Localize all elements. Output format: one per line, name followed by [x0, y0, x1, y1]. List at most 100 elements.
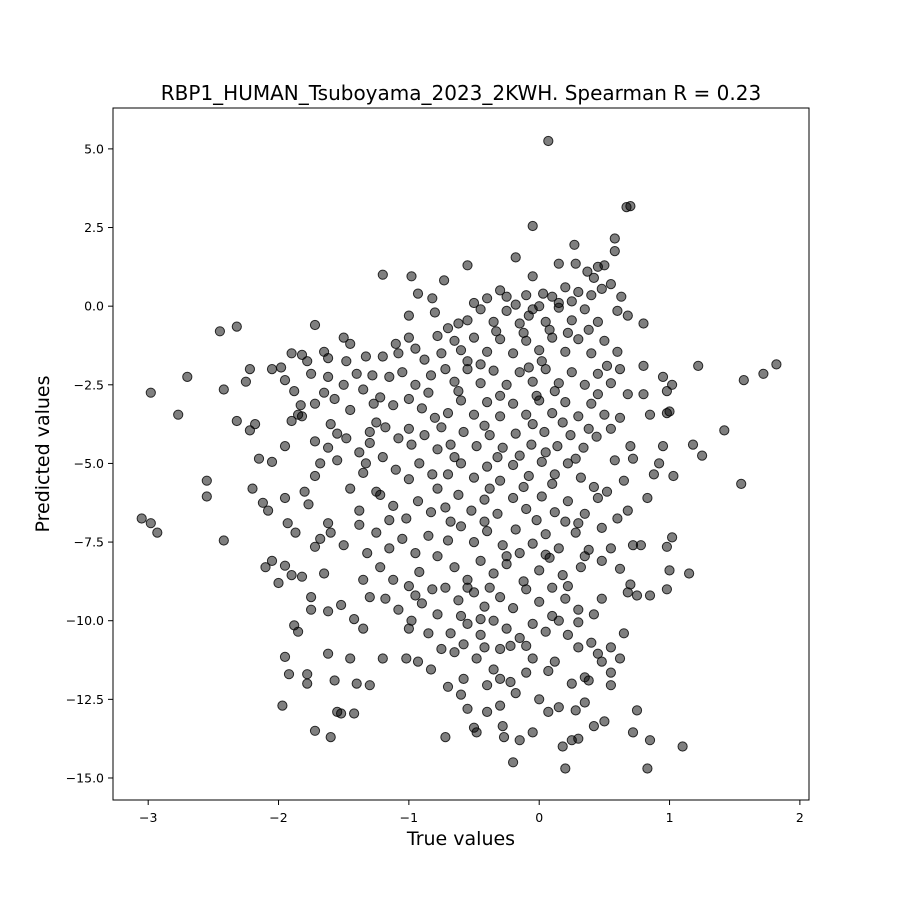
data-point: [412, 656, 424, 667]
data-point: [562, 458, 574, 469]
data-point: [462, 703, 473, 714]
data-point: [332, 455, 343, 466]
data-point: [266, 555, 278, 567]
data-point: [592, 368, 604, 379]
data-point: [377, 452, 388, 463]
data-point: [495, 673, 506, 685]
data-point: [384, 371, 395, 382]
data-point: [371, 417, 382, 428]
data-point: [425, 507, 437, 518]
data-point: [497, 540, 508, 551]
data-point: [455, 689, 467, 700]
data-point: [403, 423, 414, 434]
data-point: [425, 664, 437, 675]
data-point: [403, 474, 414, 485]
data-point: [605, 378, 617, 389]
data-point: [332, 428, 343, 439]
data-point: [495, 475, 506, 486]
data-point: [507, 603, 519, 614]
data-point: [527, 271, 538, 282]
data-point: [201, 491, 212, 502]
data-point: [419, 430, 430, 441]
data-point: [462, 260, 473, 271]
data-point: [368, 398, 379, 409]
data-point: [468, 537, 480, 548]
data-point: [182, 371, 193, 382]
data-point: [414, 458, 425, 469]
data-point: [425, 370, 437, 381]
data-point: [403, 310, 414, 321]
data-point: [510, 428, 521, 439]
data-point: [625, 441, 636, 452]
data-point: [560, 346, 571, 357]
x-axis-label: True values: [406, 828, 515, 850]
data-point: [377, 351, 388, 362]
data-point: [173, 409, 184, 420]
data-point: [302, 669, 313, 680]
data-point: [547, 478, 558, 489]
data-point: [341, 356, 352, 367]
data-point: [423, 387, 434, 398]
data-point: [482, 293, 493, 304]
data-point: [605, 667, 617, 678]
data-point: [583, 423, 594, 434]
data-point: [358, 623, 369, 634]
data-point: [299, 486, 310, 497]
data-point: [534, 565, 545, 576]
data-point: [419, 354, 430, 365]
data-point: [296, 571, 308, 582]
data-point: [592, 492, 604, 504]
data-point: [527, 653, 538, 664]
data-point: [462, 356, 473, 367]
data-point: [514, 318, 525, 329]
data-point: [309, 725, 321, 736]
data-point: [560, 397, 571, 408]
data-point: [549, 656, 560, 667]
data-point: [289, 386, 300, 397]
data-point: [553, 543, 564, 554]
data-point: [521, 290, 532, 301]
y-axis-label: Predicted values: [32, 375, 54, 532]
data-point: [736, 478, 747, 489]
data-point: [507, 348, 519, 359]
data-point: [557, 570, 568, 581]
data-point: [406, 271, 417, 282]
data-point: [445, 439, 456, 450]
data-point: [771, 359, 782, 370]
y-tick-label: −15.0: [66, 770, 104, 785]
data-point: [575, 472, 587, 483]
data-point: [303, 499, 314, 510]
data-point: [547, 610, 558, 622]
data-point: [510, 524, 521, 535]
data-point: [279, 375, 291, 386]
data-point: [449, 647, 460, 658]
data-point: [309, 398, 321, 409]
data-point: [570, 527, 581, 538]
data-point: [497, 721, 508, 732]
data-point: [596, 522, 607, 534]
data-point: [412, 496, 424, 507]
data-point: [442, 535, 454, 546]
plot-area: [112, 107, 810, 801]
data-point: [657, 371, 669, 382]
data-point: [266, 456, 278, 467]
data-point: [453, 489, 464, 500]
data-point: [453, 595, 464, 606]
data-point: [540, 364, 551, 375]
data-point: [592, 316, 604, 327]
data-point: [586, 348, 597, 359]
data-point: [432, 551, 443, 562]
data-point: [582, 266, 593, 277]
data-point: [475, 359, 486, 370]
data-point: [501, 551, 512, 562]
data-point: [664, 565, 675, 576]
data-point: [521, 409, 532, 420]
data-point: [654, 458, 665, 469]
data-point: [390, 464, 401, 475]
data-point: [664, 406, 675, 417]
data-point: [432, 609, 443, 620]
data-point: [562, 327, 574, 338]
data-point: [279, 651, 291, 663]
data-point: [416, 403, 427, 414]
